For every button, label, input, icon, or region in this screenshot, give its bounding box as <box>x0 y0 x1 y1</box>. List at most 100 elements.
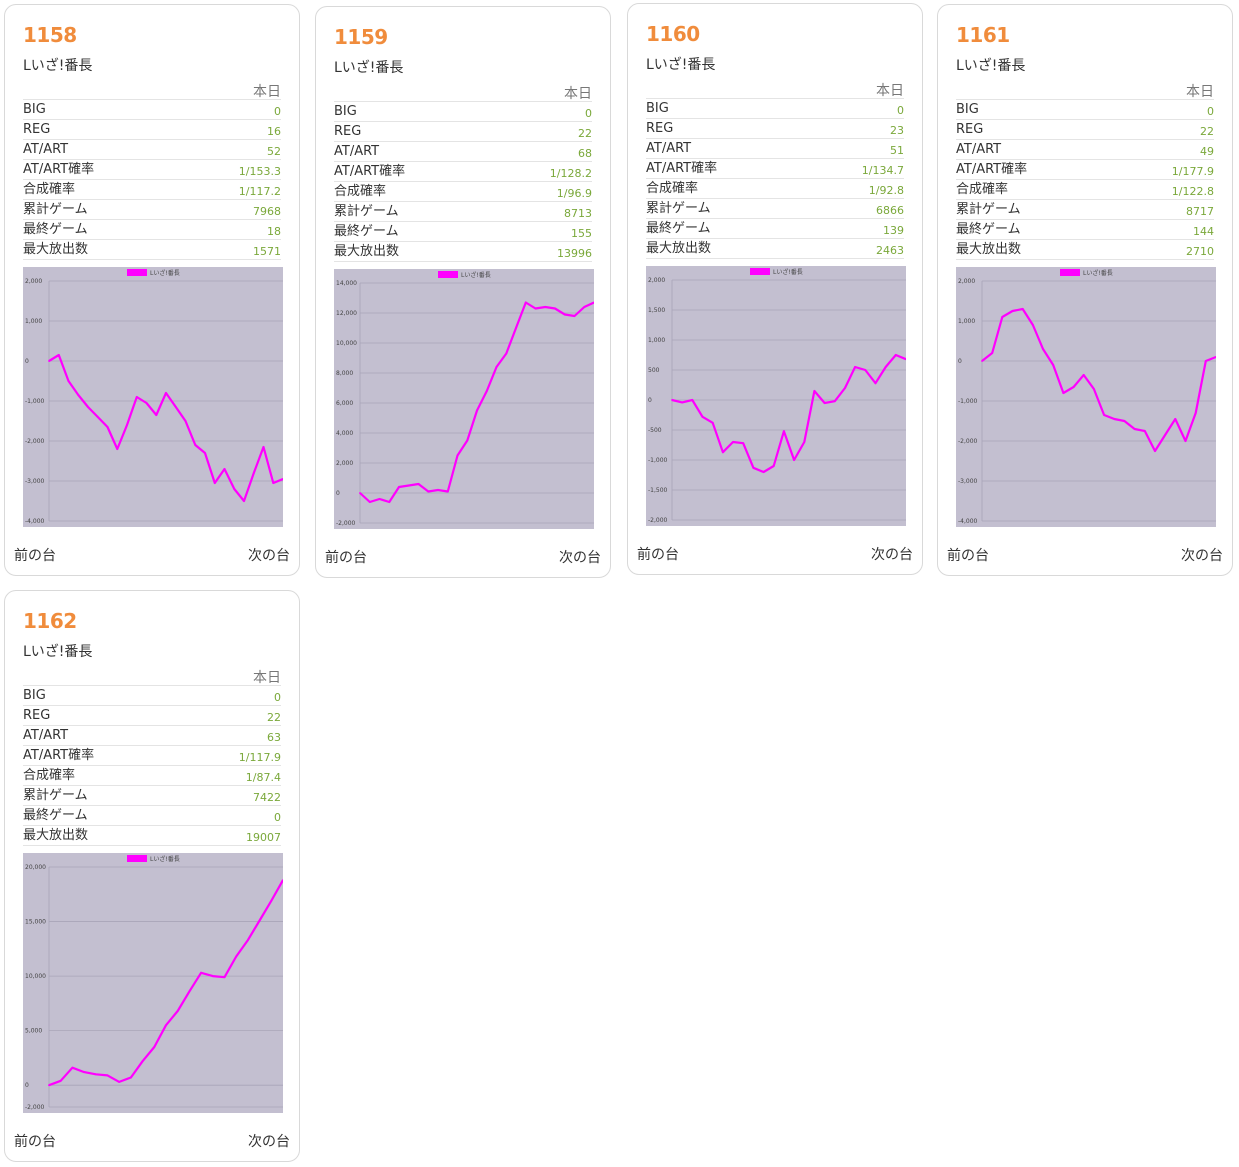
stat-label: 最終ゲーム <box>23 222 88 237</box>
y-tick-label: 8,000 <box>336 370 353 377</box>
stat-value: 1/128.2 <box>549 167 592 180</box>
y-tick-label: 10,000 <box>336 340 357 347</box>
stat-row-max-payout: 最大放出数 1571 <box>23 240 281 260</box>
data-point <box>833 400 836 403</box>
data-point <box>1062 392 1065 394</box>
stat-row-max-payout: 最大放出数 2710 <box>956 240 1214 260</box>
stat-row-last-game: 最終ゲーム 139 <box>646 219 904 239</box>
machine-number[interactable]: 1159 <box>334 25 388 49</box>
machine-number[interactable]: 1160 <box>646 22 700 46</box>
stat-label: AT/ART <box>956 142 1002 157</box>
data-point <box>213 482 216 484</box>
y-tick-label: 4,000 <box>336 430 353 437</box>
data-point <box>398 486 400 488</box>
data-point <box>116 448 119 450</box>
data-point <box>67 380 70 382</box>
column-header-today: 本日 <box>876 83 904 99</box>
prev-machine-link[interactable]: 前の台 <box>947 548 989 564</box>
data-point <box>282 478 283 480</box>
data-point <box>135 396 138 398</box>
data-point <box>200 971 203 974</box>
y-tick-label: 500 <box>648 367 660 374</box>
chart-svg: 20,000 15,000 10,000 5,000 0 -2,000 Lいざ!番長 <box>23 853 283 1113</box>
machine-number[interactable]: 1158 <box>23 23 77 47</box>
data-point <box>495 366 498 368</box>
stat-label: 最大放出数 <box>334 244 400 259</box>
stat-value: 1/117.9 <box>238 751 281 764</box>
stat-label: 累計ゲーム <box>23 202 88 217</box>
next-machine-link[interactable]: 次の台 <box>248 1134 290 1150</box>
stat-label: 最大放出数 <box>23 828 89 843</box>
next-machine-link[interactable]: 次の台 <box>871 547 913 563</box>
data-point <box>87 406 89 408</box>
data-point <box>864 369 867 371</box>
data-point <box>1215 356 1216 358</box>
stat-label: REG <box>23 708 51 723</box>
data-point <box>48 1084 50 1087</box>
divider <box>23 99 281 100</box>
stat-value: 0 <box>585 107 592 120</box>
stat-row-last-game: 最終ゲーム 18 <box>23 220 281 240</box>
data-point <box>1052 364 1055 366</box>
y-tick-label: -4,000 <box>25 518 45 525</box>
y-tick-label: -4,000 <box>958 518 978 525</box>
stat-label: 最終ゲーム <box>23 808 88 823</box>
data-point <box>417 483 420 485</box>
stat-row-at-art: AT/ART 51 <box>646 139 904 159</box>
data-point <box>243 500 245 502</box>
stat-value: 1/96.9 <box>556 187 592 200</box>
data-point <box>1072 386 1075 388</box>
divider <box>956 99 1214 100</box>
stat-value: 22 <box>578 127 592 140</box>
stat-label: BIG <box>956 102 979 117</box>
data-point <box>563 313 566 316</box>
prev-machine-link[interactable]: 前の台 <box>14 1134 56 1150</box>
stat-label: REG <box>646 121 674 136</box>
plot-background <box>646 266 906 526</box>
prev-machine-link[interactable]: 前の台 <box>14 548 56 564</box>
data-point <box>874 382 877 385</box>
stat-label: AT/ART確率 <box>23 162 95 177</box>
machine-card-1158: 1158 Lいざ!番長 本日 BIG 0 REG 16 AT/ART 52 AT/AR… <box>4 4 300 576</box>
data-point <box>1143 430 1146 432</box>
data-point <box>681 401 684 404</box>
data-point <box>1021 308 1024 310</box>
slump-chart: 2,000 1,000 0 -1,000 -2,000 -3,000 -4,000 Lいざ!番… <box>23 267 283 527</box>
stat-row-combined-rate: 合成確率 1/87.4 <box>23 766 281 786</box>
stat-row-combined-rate: 合成確率 1/122.8 <box>956 180 1214 200</box>
legend-label: Lいざ!番長 <box>461 271 491 279</box>
data-point <box>153 1046 156 1048</box>
stat-row-at-art: AT/ART 63 <box>23 726 281 746</box>
stat-value: 49 <box>1200 145 1214 158</box>
machine-number[interactable]: 1161 <box>956 23 1010 47</box>
data-point <box>1133 428 1136 430</box>
prev-machine-link[interactable]: 前の台 <box>637 547 679 563</box>
slump-chart: 20,000 15,000 10,000 5,000 0 -2,000 Lいざ!番長 <box>23 853 283 1113</box>
stat-row-combined-rate: 合成確率 1/117.2 <box>23 180 281 200</box>
divider <box>334 101 592 102</box>
next-machine-link[interactable]: 次の台 <box>248 548 290 564</box>
data-point <box>722 451 724 454</box>
stat-label: 最大放出数 <box>646 241 712 256</box>
y-tick-label: 5,000 <box>25 1028 42 1035</box>
machine-number[interactable]: 1162 <box>23 609 77 633</box>
stat-label: 最終ゲーム <box>956 222 1021 237</box>
prev-machine-link[interactable]: 前の台 <box>325 550 367 566</box>
stat-value: 144 <box>1193 225 1214 238</box>
stat-value: 52 <box>267 145 281 158</box>
data-point <box>803 441 806 443</box>
stat-value: 63 <box>267 731 281 744</box>
data-point <box>141 1060 144 1063</box>
chart-svg: 2,000 1,000 0 -1,000 -2,000 -3,000 -4,000 Lいざ!番… <box>23 267 283 527</box>
data-point <box>701 415 704 418</box>
next-machine-link[interactable]: 次の台 <box>559 550 601 566</box>
data-point <box>554 307 556 310</box>
next-machine-link[interactable]: 次の台 <box>1181 548 1223 564</box>
stat-row-total-games: 累計ゲーム 8713 <box>334 202 592 222</box>
machine-name: Lいざ!番長 <box>334 60 404 76</box>
data-point <box>485 390 488 392</box>
y-tick-label: -2,000 <box>336 520 356 527</box>
stat-row-max-payout: 最大放出数 19007 <box>23 826 281 846</box>
stat-value: 155 <box>571 227 592 240</box>
y-tick-label: 14,000 <box>336 280 357 287</box>
